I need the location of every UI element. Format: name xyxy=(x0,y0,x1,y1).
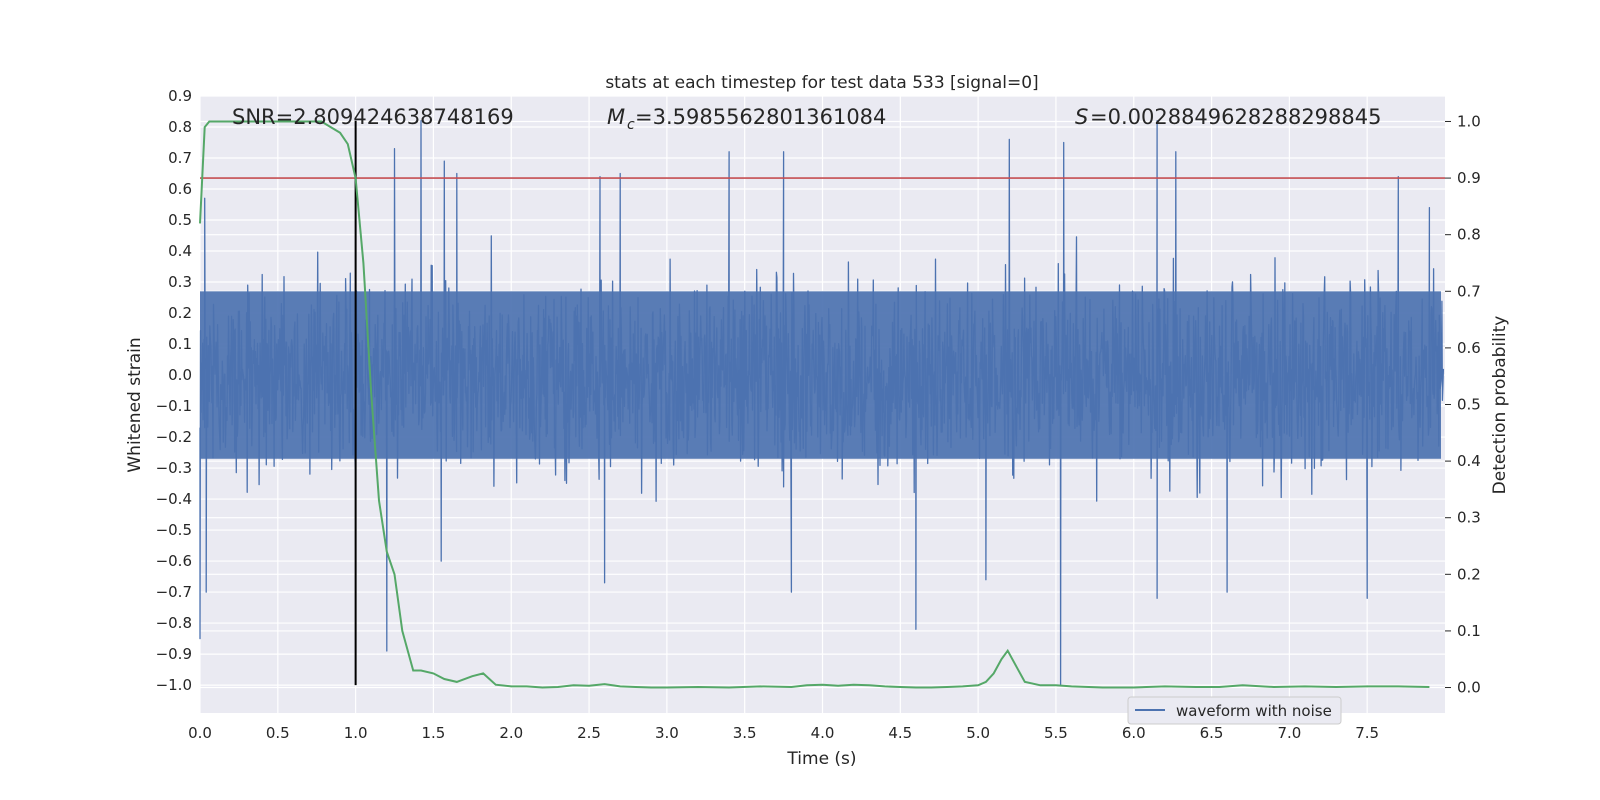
x-tick-label: 5.0 xyxy=(966,724,990,742)
y-tick-labels: 0.9 0.8 0.7 0.6 0.5 0.4 0.3 0.2 0.1 0.0 −0.1 −0.2 −0… xyxy=(156,87,192,694)
detection-probability-series xyxy=(199,120,1430,689)
waveform-core xyxy=(200,291,1441,459)
x-tick-label: 7.5 xyxy=(1355,724,1379,742)
y2-tick-label: 0.1 xyxy=(1457,622,1481,640)
x-tick-label: 3.5 xyxy=(733,724,757,742)
y-tick-label: −1.0 xyxy=(156,676,192,694)
x-tick-label: 2.0 xyxy=(499,724,523,742)
x-tick-label: 0.5 xyxy=(266,724,290,742)
x-tick-label: 6.0 xyxy=(1122,724,1146,742)
y2-tick-label: 0.5 xyxy=(1457,396,1481,414)
y2-tick-labels: 0.0 0.1 0.2 0.3 0.4 0.5 0.6 0.7 0.8 0.9 1.0 xyxy=(1445,112,1481,697)
y-tick-label: 0.8 xyxy=(168,118,192,136)
y-tick-label: 0.5 xyxy=(168,211,192,229)
y-tick-label: −0.2 xyxy=(156,428,192,446)
y2-tick-label: 0.4 xyxy=(1457,452,1481,470)
x-tick-label: 2.5 xyxy=(577,724,601,742)
y-tick-label: 0.6 xyxy=(168,180,192,198)
y2-tick-label: 0.8 xyxy=(1457,226,1481,244)
y-tick-label: −0.8 xyxy=(156,614,192,632)
y-tick-label: −0.1 xyxy=(156,397,192,415)
y-tick-label: 0.3 xyxy=(168,273,192,291)
x-tick-label: 1.0 xyxy=(344,724,368,742)
y-tick-label: −0.6 xyxy=(156,552,192,570)
s-value: =0.0028849628288298845 xyxy=(1090,105,1382,129)
x-tick-label: 1.5 xyxy=(422,724,446,742)
x-axis-label: Time (s) xyxy=(786,749,856,769)
s-annotation: S =0.0028849628288298845 xyxy=(1075,105,1382,129)
x-tick-label: 3.0 xyxy=(655,724,679,742)
y2-tick-label: 0.3 xyxy=(1457,509,1481,527)
y2-tick-label: 0.6 xyxy=(1457,339,1481,357)
y2-tick-label: 0.9 xyxy=(1457,169,1481,187)
y-tick-label: −0.4 xyxy=(156,490,192,508)
y-tick-label: 0.2 xyxy=(168,304,192,322)
y-tick-label: −0.5 xyxy=(156,521,192,539)
y-tick-label: 0.0 xyxy=(168,366,192,384)
y2-tick-label: 1.0 xyxy=(1457,112,1481,130)
legend-box xyxy=(1127,696,1342,725)
chart-title: stats at each timestep for test data 533… xyxy=(605,73,1038,93)
legend: waveform with noise xyxy=(1127,696,1342,725)
x-tick-labels: 0.0 0.5 1.0 1.5 2.0 2.5 3.0 3.5 4.0 4.5 5.0 5.5 6.0 6… xyxy=(188,724,1379,742)
y-tick-label: 0.1 xyxy=(168,335,192,353)
snr-annotation: SNR=2.809424638748169 xyxy=(232,105,514,129)
y-tick-label: −0.9 xyxy=(156,645,192,663)
waveform-series xyxy=(199,120,1445,686)
x-tick-label: 5.5 xyxy=(1044,724,1068,742)
legend-label: waveform with noise xyxy=(1176,702,1332,720)
x-tick-label: 7.0 xyxy=(1277,724,1301,742)
y2-tick-label: 0.0 xyxy=(1457,679,1481,697)
y-tick-label: 0.7 xyxy=(168,149,192,167)
mc-annotation: M c =3.5985562801361084 xyxy=(607,105,886,133)
mc-subscript: c xyxy=(627,117,635,133)
x-tick-label: 0.0 xyxy=(188,724,212,742)
x-tick-label: 6.5 xyxy=(1200,724,1224,742)
y2-tick-label: 0.2 xyxy=(1457,565,1481,583)
x-tick-label: 4.0 xyxy=(811,724,835,742)
y-tick-label: −0.3 xyxy=(156,459,192,477)
mc-symbol: M xyxy=(607,105,625,129)
y-axis-label: Whitened strain xyxy=(125,337,145,472)
s-symbol: S xyxy=(1075,105,1088,129)
y-tick-label: 0.4 xyxy=(168,242,192,260)
y2-axis-label: Detection probability xyxy=(1490,316,1510,495)
mc-value: =3.5985562801361084 xyxy=(635,105,886,129)
y2-tick-label: 0.7 xyxy=(1457,282,1481,300)
x-tick-label: 4.5 xyxy=(888,724,912,742)
y-tick-label: 0.9 xyxy=(168,87,192,105)
y-tick-label: −0.7 xyxy=(156,583,192,601)
